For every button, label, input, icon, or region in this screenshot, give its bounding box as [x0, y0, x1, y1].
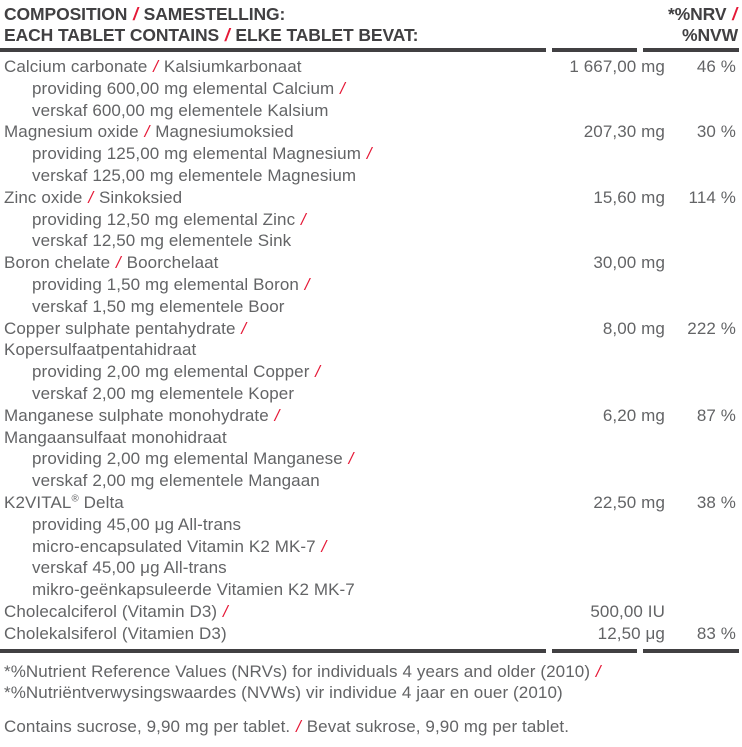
amount-value: 15,60 mg	[593, 187, 665, 207]
slash-separator: /	[296, 717, 301, 737]
amount-value: 12,50 μg	[597, 623, 665, 643]
amount-value: 207,30 mg	[583, 122, 665, 142]
nrv-value: 87 %	[696, 405, 736, 425]
nrv-value: 222 %	[687, 318, 736, 338]
ingredient-name: Cholekalsiferol (Vitamien D3)	[4, 623, 227, 643]
ingredient-subline: verskaf 2,00 mg elementele Koper	[32, 383, 295, 403]
rule-segment	[0, 48, 546, 52]
ingredient-name: Zinc oxide / Sinkoksied	[4, 187, 183, 207]
ingredient-row: Calcium carbonate / Kalsiumkarbonaat prov…	[4, 56, 742, 121]
ingredient-row: Zinc oxide / Sinkoksied providing 12,50 m…	[4, 187, 742, 252]
ingredient-name: Mangaansulfaat monohidraat	[4, 427, 227, 447]
ingredient-subline: providing 600,00 mg elemental Calcium /	[32, 78, 345, 98]
rule-segment	[643, 648, 739, 653]
slash-separator: /	[301, 209, 306, 229]
slash-separator: /	[348, 449, 354, 469]
ingredient-name: Kopersulfaatpentahidraat	[4, 340, 197, 360]
nrv-value: 38 %	[696, 492, 736, 512]
top-rule	[0, 48, 742, 52]
slash-separator: /	[133, 4, 138, 24]
ingredient-row: Cholecalciferol (Vitamin D3) / 500,00 IU	[4, 601, 742, 623]
ingredient-row: Manganese sulphate monohydrate / Mangaans…	[4, 405, 742, 492]
slash-separator: /	[366, 144, 372, 164]
ingredient-subline: providing 45,00 μg All-trans	[32, 514, 242, 534]
amount-value: 1 667,00 mg	[569, 57, 665, 76]
slash-separator: /	[315, 362, 321, 382]
footnotes: *%Nutrient Reference Values (NRVs) for i…	[0, 653, 742, 738]
table-header: COMPOSITION / SAMESTELLING: EACH TABLET …	[0, 4, 742, 45]
ingredient-name: Calcium carbonate / Kalsiumkarbonaat	[4, 57, 302, 76]
amount-value: 22,50 mg	[593, 492, 665, 512]
ingredient-name: Boron chelate / Boorchelaat	[4, 253, 219, 273]
slash-separator: /	[304, 274, 310, 294]
ingredient-subline: verskaf 600,00 mg elementele Kalsium	[32, 100, 329, 120]
ingredient-name: Magnesium oxide / Magnesiumoksied	[4, 122, 294, 142]
ingredient-subline: verskaf 45,00 μg All-trans	[32, 558, 227, 578]
nrv-value: 46 %	[696, 57, 736, 76]
ingredient-subline: providing 1,50 mg elemental Boron /	[32, 274, 310, 294]
ingredient-row: Boron chelate / Boorchelaat providing 1,5…	[4, 252, 742, 317]
ingredient-name: Cholecalciferol (Vitamin D3) /	[4, 601, 228, 621]
ingredient-name: Copper sulphate pentahydrate /	[4, 318, 247, 338]
ingredient-subline: providing 12,50 mg elemental Zinc /	[32, 209, 306, 229]
ingredient-row: Cholekalsiferol (Vitamien D3) 12,50 μg 83…	[4, 623, 742, 645]
nrv-footnote-af: *%Nutriëntverwysingswaardes (NVWs) vir i…	[4, 683, 563, 703]
nrv-value: 83 %	[696, 623, 736, 643]
header-right: *%NRV / %NVW	[668, 4, 738, 45]
ingredient-subline: verskaf 125,00 mg elementele Magnesium	[32, 165, 357, 185]
nrv-footnote-en: *%Nutrient Reference Values (NRVs) for i…	[4, 661, 601, 681]
header-nvw-label: %NVW	[682, 24, 738, 45]
slash-separator: /	[340, 78, 345, 98]
slash-separator: /	[223, 601, 228, 621]
rule-segment	[643, 48, 739, 52]
header-left: COMPOSITION / SAMESTELLING: EACH TABLET …	[4, 4, 418, 45]
amount-value: 6,20 mg	[602, 405, 665, 425]
slash-separator: /	[224, 24, 230, 45]
amount-value: 30,00 mg	[593, 253, 665, 273]
nrv-value: 114 %	[688, 187, 736, 207]
ingredient-subline: micro-encapsulated Vitamin K2 MK-7 /	[32, 536, 327, 556]
slash-separator: /	[153, 57, 159, 76]
rule-segment	[552, 648, 637, 653]
ingredient-subline: verskaf 1,50 mg elementele Boor	[32, 296, 285, 316]
slash-separator: /	[88, 187, 94, 207]
slash-separator: /	[595, 661, 601, 681]
bottom-rule	[0, 648, 742, 653]
nrv-value: 30 %	[696, 122, 736, 142]
amount-value: 500,00 IU	[590, 601, 665, 621]
ingredient-row: K2VITAL® Delta providing 45,00 μg All-tra…	[4, 492, 742, 601]
rule-segment	[552, 48, 637, 52]
ingredient-subline: mikro-geënkapsuleerde Vitamien K2 MK-7	[32, 580, 355, 600]
header-each-tablet-title: EACH TABLET CONTAINS / ELKE TABLET BEVAT…	[4, 24, 419, 45]
header-nrv-label: *%NRV /	[667, 4, 737, 24]
rule-segment	[0, 648, 546, 653]
slash-separator: /	[241, 318, 247, 338]
slash-separator: /	[116, 253, 121, 273]
slash-separator: /	[144, 122, 150, 142]
slash-separator: /	[274, 405, 280, 425]
ingredient-row: Magnesium oxide / Magnesiumoksied providi…	[4, 121, 742, 186]
ingredient-row: Copper sulphate pentahydrate / Kopersulfa…	[4, 318, 742, 405]
composition-table-body: Calcium carbonate / Kalsiumkarbonaat prov…	[0, 52, 742, 645]
slash-separator: /	[732, 4, 737, 24]
header-composition-title: COMPOSITION / SAMESTELLING:	[4, 4, 286, 24]
ingredient-name: K2VITAL® Delta	[4, 492, 124, 512]
ingredient-subline: providing 2,00 mg elemental Copper /	[32, 362, 321, 382]
ingredient-subline: verskaf 12,50 mg elementele Sink	[32, 231, 292, 251]
ingredient-subline: verskaf 2,00 mg elementele Mangaan	[32, 471, 320, 491]
ingredient-name: Manganese sulphate monohydrate /	[4, 405, 280, 425]
ingredient-subline: providing 125,00 mg elemental Magnesium …	[32, 144, 372, 164]
contains-sucrose-note: Contains sucrose, 9,90 mg per tablet. / …	[4, 717, 570, 737]
amount-value: 8,00 mg	[602, 318, 665, 338]
ingredient-subline: providing 2,00 mg elemental Manganese /	[32, 449, 354, 469]
slash-separator: /	[321, 536, 327, 556]
